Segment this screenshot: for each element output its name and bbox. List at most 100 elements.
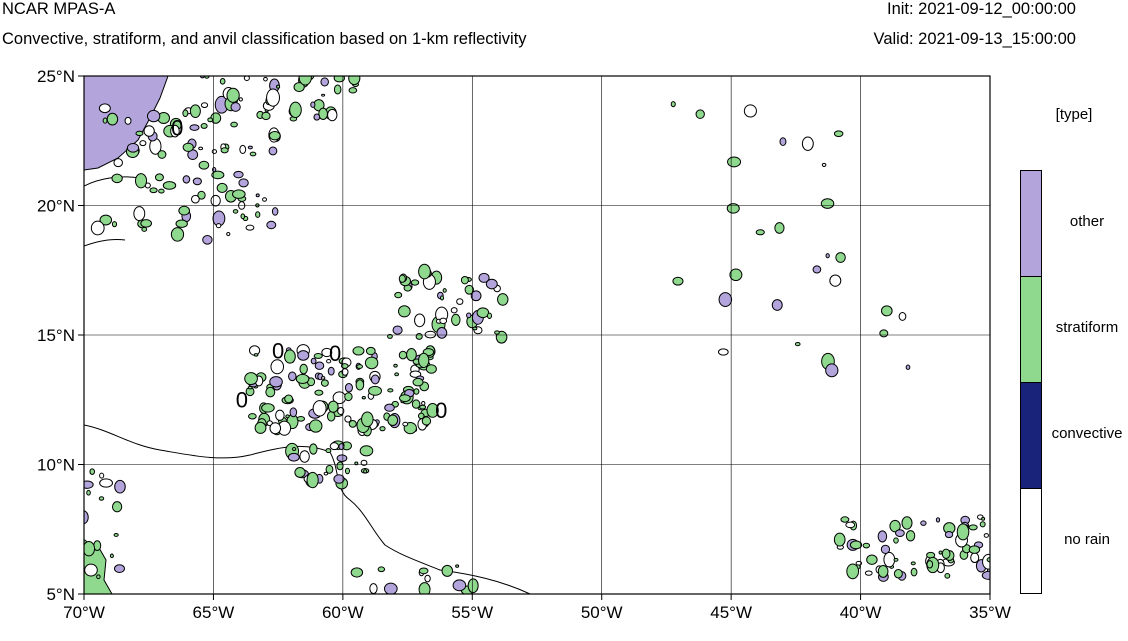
precip-cell (344, 392, 353, 402)
precip-cell (670, 101, 676, 108)
precip-cell (240, 213, 246, 220)
precip-cell (99, 478, 113, 488)
map-subtitle: Convective, stratiform, and anvil classi… (2, 30, 527, 48)
x-tick-label: 70°W (63, 603, 105, 622)
precip-cell (141, 226, 148, 232)
precip-cell (326, 411, 336, 422)
precip-cell (370, 374, 380, 385)
legend-swatch (1020, 170, 1042, 277)
contour-label: 0 (272, 338, 284, 363)
precip-cell (220, 147, 229, 154)
y-tick-label: 5°N (46, 585, 75, 604)
precip-cell (244, 372, 258, 386)
precip-cell (846, 563, 860, 580)
precip-cell (233, 170, 244, 179)
precip-cell (329, 442, 340, 451)
precip-cell (198, 160, 210, 170)
precip-cell (102, 117, 108, 124)
precip-cell (384, 403, 395, 412)
precip-cell (306, 471, 319, 489)
precip-cell (247, 385, 253, 390)
precip-cell (98, 103, 111, 114)
precip-cell (379, 426, 386, 432)
precip-cell (426, 403, 439, 418)
precip-cell (245, 224, 255, 231)
precip-cell (111, 173, 123, 184)
precip-cell (755, 229, 765, 236)
precip-cell (845, 521, 856, 529)
precip-cell (968, 524, 978, 531)
precip-cell (456, 298, 464, 305)
precip-cell (341, 368, 349, 376)
precip-cell (497, 293, 509, 306)
precip-cell (170, 124, 180, 138)
precip-cell (779, 137, 787, 147)
precip-cell (898, 311, 907, 321)
precip-cell (191, 194, 200, 204)
x-tick-label: 60°W (322, 603, 364, 622)
precipitation-layer (70, 76, 990, 594)
x-tick-label: 40°W (840, 603, 882, 622)
precip-cell (219, 78, 226, 85)
precip-cell (419, 404, 427, 410)
precip-cell (424, 330, 437, 339)
precip-cell (901, 516, 913, 530)
precip-cell (113, 564, 125, 573)
precip-cell (895, 529, 905, 537)
precip-cell (285, 414, 290, 419)
precip-cell (146, 109, 161, 123)
precip-cell (276, 84, 281, 89)
init-time: Init: 2021-09-12_00:00:00 (887, 0, 1076, 18)
precip-cell (232, 209, 239, 214)
precip-cell (338, 443, 345, 451)
precip-cell (877, 530, 888, 543)
precip-cell (968, 545, 981, 554)
precip-cell (238, 97, 243, 102)
precip-cell (149, 187, 158, 194)
precip-cell (956, 523, 970, 541)
precip-cell (364, 356, 379, 370)
precip-cell (442, 288, 447, 293)
precip-cell (464, 284, 474, 295)
precip-cell (320, 376, 326, 380)
precip-cell (207, 117, 214, 123)
precip-cell (398, 394, 411, 403)
precip-cell (355, 379, 365, 391)
precip-cell (126, 143, 140, 153)
precip-cell (344, 415, 352, 423)
precip-cell (157, 150, 167, 159)
precip-cell (162, 181, 177, 190)
precip-cell (421, 400, 426, 406)
precip-cell (981, 570, 990, 580)
precip-cell (226, 232, 231, 237)
precip-cell (812, 265, 822, 274)
precip-cell (325, 464, 334, 474)
precip-cell (254, 421, 267, 434)
precip-cell (314, 389, 324, 396)
precip-cell (981, 516, 986, 521)
precip-cell (418, 352, 430, 368)
precip-cell (261, 403, 275, 413)
precip-cell (70, 517, 77, 526)
precip-cell (86, 489, 91, 496)
legend-swatch (1020, 382, 1042, 489)
precip-cell (494, 330, 500, 335)
precip-cell (905, 364, 911, 370)
contour-label: 0 (329, 341, 341, 366)
legend-label: stratiform (1055, 319, 1119, 336)
precip-cell (321, 347, 333, 358)
precip-cell (467, 578, 479, 594)
precip-cell (360, 459, 368, 466)
precip-cell (348, 76, 361, 86)
precip-cell (154, 173, 164, 182)
precip-cell (263, 76, 268, 82)
precip-cell (387, 414, 399, 427)
precip-cell (369, 583, 378, 594)
precip-cell (268, 146, 278, 156)
precip-cell (862, 542, 871, 549)
precip-cell (298, 76, 312, 86)
precip-cell (439, 295, 445, 301)
precip-cell (880, 305, 893, 317)
precip-cell (418, 582, 431, 594)
